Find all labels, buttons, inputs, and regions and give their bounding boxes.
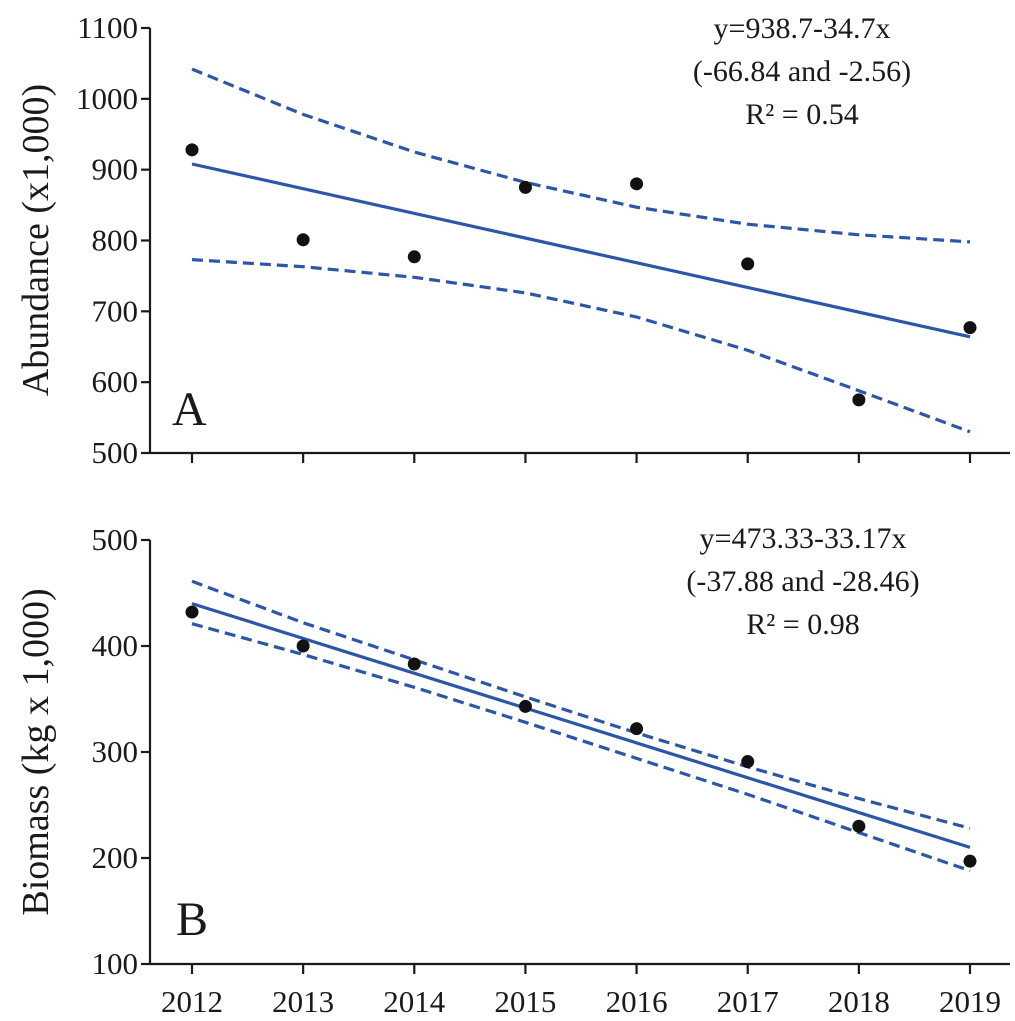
panel-a-y-tick-label: 1100	[77, 10, 138, 45]
panel-b-x-tick-label: 2016	[606, 984, 668, 1019]
panel-b-ci-lower-line	[191, 622, 971, 873]
panel-a-data-point	[185, 143, 199, 157]
panel-a-y-tick-label: 600	[92, 364, 139, 399]
panel-a-ci-upper-line	[191, 67, 971, 244]
panel-a-equation: y=938.7-34.7x	[714, 12, 891, 45]
panel-b-y-tick-labels: 100 200 300 400 500	[92, 522, 139, 981]
panel-b-data-point	[852, 819, 866, 833]
panel-a-abundance: 500 600 700 800 900 1000 1100 Abundance (x1,00…	[15, 10, 1010, 470]
panel-a-data-point	[407, 250, 421, 264]
panel-b-x-tick-label: 2012	[161, 984, 223, 1019]
panel-a-data-point	[852, 393, 866, 407]
panel-b-axes	[141, 538, 1010, 974]
panel-b-y-axis-label: Biomass (kg x 1,000)	[15, 588, 57, 915]
panel-a-axes	[141, 26, 1010, 463]
panel-b-y-tick-label: 100	[92, 946, 139, 981]
panel-b-x-tick-label: 2019	[939, 984, 1001, 1019]
panel-a-ci-upper-band	[191, 67, 971, 244]
panel-a-data-point	[630, 177, 644, 191]
panel-a-regression-line	[191, 162, 971, 339]
panel-b-data-point	[407, 657, 421, 671]
panel-a-y-tick-label: 900	[92, 152, 139, 187]
panel-b-y-tick-label: 400	[92, 628, 139, 663]
panel-b-x-tick-labels: 2012 2013 2014 2015 2016 2017 2018 2019	[161, 984, 1001, 1019]
panel-a-ci-lower-line	[191, 258, 971, 434]
panel-b-data-point	[741, 755, 755, 769]
panel-b-data-point	[963, 854, 977, 868]
panel-a-y-tick-label: 800	[92, 223, 139, 258]
panel-b-x-tick-label: 2015	[494, 984, 556, 1019]
panel-b-x-tick-label: 2018	[828, 984, 890, 1019]
panel-b-r-squared: R² = 0.98	[746, 608, 859, 641]
panel-a-y-axis-label: Abundance (x1,000)	[15, 84, 57, 396]
panel-b-equation: y=473.33-33.17x	[700, 522, 907, 555]
panel-a-y-tick-label: 500	[92, 435, 139, 470]
panel-b-data-point	[518, 699, 532, 713]
panel-b-confidence-interval: (-37.88 and -28.46)	[686, 565, 919, 598]
panel-b-y-tick-label: 300	[92, 734, 139, 769]
panel-b-regression-line	[191, 602, 971, 849]
panel-b-data-point	[296, 639, 310, 653]
panel-b-x-tick-label: 2014	[383, 984, 446, 1019]
panel-a-r-squared: R² = 0.54	[745, 98, 858, 131]
panel-a-data-point	[296, 233, 310, 247]
panel-b-ci-lower-band	[191, 622, 971, 873]
panel-b-ci-upper-band	[191, 579, 971, 830]
panel-b-points	[185, 605, 977, 868]
panel-a-y-tick-labels: 500 600 700 800 900 1000 1100	[76, 10, 138, 470]
panel-a-data-point	[741, 257, 755, 271]
panel-a-data-point	[518, 180, 532, 194]
panel-a-confidence-interval: (-66.84 and -2.56)	[693, 55, 911, 88]
panel-a-fit-line	[191, 162, 971, 339]
panel-b-x-tick-label: 2013	[272, 984, 334, 1019]
panel-a-ci-lower-band	[191, 258, 971, 434]
panel-b-data-point	[630, 722, 644, 736]
panel-a-y-tick-label: 1000	[76, 81, 138, 116]
panel-a-letter: A	[172, 383, 207, 436]
panel-a-y-tick-label: 700	[92, 293, 139, 328]
panel-b-ci-upper-line	[191, 579, 971, 830]
panel-a-points	[185, 143, 977, 407]
panel-b-letter: B	[176, 893, 208, 946]
panel-a-data-point	[963, 321, 977, 335]
panel-b-x-tick-label: 2017	[717, 984, 779, 1019]
panel-b-biomass: 100 200 300 400 500 2012 2013 2014 2015 2016 2017…	[15, 522, 1010, 1019]
panel-b-y-tick-label: 500	[92, 522, 139, 557]
panel-b-y-tick-label: 200	[92, 840, 139, 875]
panel-b-fit-line	[191, 602, 971, 849]
panel-b-data-point	[185, 605, 199, 619]
